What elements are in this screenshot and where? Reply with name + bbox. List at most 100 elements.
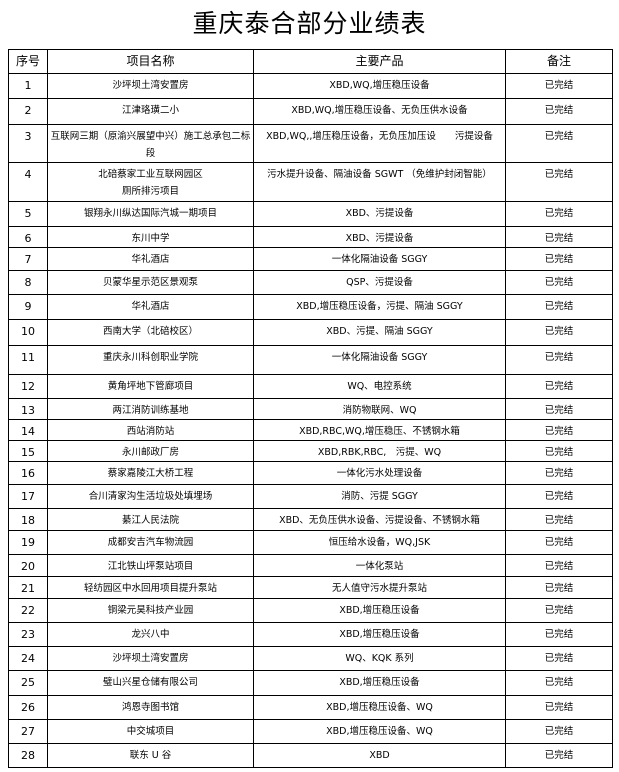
main-products: XBD,RBC,WQ,增压稳压、不锈钢水箱 [253, 419, 506, 441]
main-products: XBD,增压稳压设备、WQ [253, 695, 506, 720]
row-number: 26 [8, 695, 48, 720]
table-row: 2 江津珞璜二小 XBD,WQ,增压稳压设备、无负压供水设备 已完结 [8, 98, 613, 125]
table-row: 16 蔡家嘉陵江大桥工程 一体化污水处理设备 已完结 [8, 461, 613, 485]
status-note: 已完结 [505, 530, 613, 555]
performance-table: 序号 项目名称 主要产品 备注 1 沙坪坝土湾安置房 XBD,WQ,增压稳压设备 已完… [8, 49, 613, 768]
project-name: 沙坪坝土湾安置房 [47, 646, 254, 671]
status-note: 已完结 [505, 247, 613, 271]
status-note: 已完结 [505, 743, 613, 768]
row-number: 19 [8, 530, 48, 555]
main-products: QSP、污提设备 [253, 270, 506, 295]
table-row: 22 铜梁元昊科技产业园 XBD,增压稳压设备 已完结 [8, 598, 613, 623]
main-products: WQ、KQK 系列 [253, 646, 506, 671]
project-name: 中交城项目 [47, 719, 254, 744]
project-name: 北碚蔡家工业互联网园区 厕所排污项目 [47, 162, 254, 202]
main-products: XBD,增压稳压设备，污提、隔油 SGGY [253, 294, 506, 320]
status-note: 已完结 [505, 719, 613, 744]
project-name: 两江消防训练基地 [47, 398, 254, 420]
project-name: 綦江人民法院 [47, 508, 254, 531]
table-row: 20 江北铁山坪泵站项目 一体化泵站 已完结 [8, 554, 613, 577]
row-number: 22 [8, 598, 48, 623]
table-header-row: 序号 项目名称 主要产品 备注 [8, 49, 613, 74]
status-note: 已完结 [505, 461, 613, 485]
table-row: 26 鸿恩寺图书馆 XBD,增压稳压设备、WQ 已完结 [8, 695, 613, 720]
row-number: 25 [8, 670, 48, 696]
status-note: 已完结 [505, 294, 613, 320]
status-note: 已完结 [505, 598, 613, 623]
table-row: 23 龙兴八中 XBD,增压稳压设备 已完结 [8, 622, 613, 647]
project-name: 永川邮政厂房 [47, 440, 254, 462]
row-number: 12 [8, 374, 48, 399]
row-number: 4 [8, 162, 48, 202]
table-row: 28 联东 U 谷 XBD 已完结 [8, 743, 613, 768]
row-number: 27 [8, 719, 48, 744]
status-note: 已完结 [505, 270, 613, 295]
status-note: 已完结 [505, 124, 613, 163]
row-number: 9 [8, 294, 48, 320]
main-products: 一体化隔油设备 SGGY [253, 247, 506, 271]
main-products: XBD,增压稳压设备、WQ [253, 719, 506, 744]
table-row: 24 沙坪坝土湾安置房 WQ、KQK 系列 已完结 [8, 646, 613, 671]
main-products: XBD,WQ,增压稳压设备 [253, 73, 506, 99]
project-name: 重庆永川科创职业学院 [47, 345, 254, 375]
status-note: 已完结 [505, 98, 613, 125]
main-products: 一体化污水处理设备 [253, 461, 506, 485]
project-name: 铜梁元昊科技产业园 [47, 598, 254, 623]
row-number: 18 [8, 508, 48, 531]
page-title: 重庆泰合部分业绩表 [192, 9, 427, 38]
row-number: 1 [8, 73, 48, 99]
table-row: 27 中交城项目 XBD,增压稳压设备、WQ 已完结 [8, 719, 613, 744]
project-name: 黄角坪地下管廊项目 [47, 374, 254, 399]
main-products: 消防物联网、WQ [253, 398, 506, 420]
project-name: 江北铁山坪泵站项目 [47, 554, 254, 577]
main-products: 恒压给水设备，WQ,JSK [253, 530, 506, 555]
row-number: 17 [8, 484, 48, 509]
row-number: 5 [8, 201, 48, 227]
table-row: 10 西南大学（北碚校区） XBD、污提、隔油 SGGY 已完结 [8, 319, 613, 346]
main-products: 消防、污提 SGGY [253, 484, 506, 509]
table-row: 8 贝蒙华星示范区景观泵 QSP、污提设备 已完结 [8, 270, 613, 295]
table-row: 25 璧山兴星仓储有限公司 XBD,增压稳压设备 已完结 [8, 670, 613, 696]
status-note: 已完结 [505, 440, 613, 462]
project-name: 合川清家沟生活垃圾处填埋场 [47, 484, 254, 509]
row-number: 7 [8, 247, 48, 271]
table-row: 14 西站消防站 XBD,RBC,WQ,增压稳压、不锈钢水箱 已完结 [8, 419, 613, 441]
status-note: 已完结 [505, 419, 613, 441]
status-note: 已完结 [505, 73, 613, 99]
project-name: 西南大学（北碚校区） [47, 319, 254, 346]
row-number: 2 [8, 98, 48, 125]
project-name: 江津珞璜二小 [47, 98, 254, 125]
main-products: XBD、无负压供水设备、污提设备、不锈钢水箱 [253, 508, 506, 531]
row-number: 28 [8, 743, 48, 768]
status-note: 已完结 [505, 345, 613, 375]
row-number: 24 [8, 646, 48, 671]
project-name: 互联网三期（原渝兴展望中兴）施工总承包二标段 [47, 124, 254, 163]
main-products: XBD、污提设备 [253, 201, 506, 227]
table-row: 19 成都安吉汽车物流园 恒压给水设备，WQ,JSK 已完结 [8, 530, 613, 555]
row-number: 8 [8, 270, 48, 295]
table-row: 9 华礼酒店 XBD,增压稳压设备，污提、隔油 SGGY 已完结 [8, 294, 613, 320]
row-number: 10 [8, 319, 48, 346]
status-note: 已完结 [505, 484, 613, 509]
status-note: 已完结 [505, 646, 613, 671]
status-note: 已完结 [505, 319, 613, 346]
project-name: 沙坪坝土湾安置房 [47, 73, 254, 99]
status-note: 已完结 [505, 162, 613, 202]
project-name: 贝蒙华星示范区景观泵 [47, 270, 254, 295]
project-name: 银翔永川纵达国际汽城一期项目 [47, 201, 254, 227]
project-name: 西站消防站 [47, 419, 254, 441]
header-project-name: 项目名称 [47, 49, 254, 74]
project-name: 龙兴八中 [47, 622, 254, 647]
main-products: WQ、电控系统 [253, 374, 506, 399]
row-number: 21 [8, 576, 48, 599]
main-products: XBD,RBK,RBC, 污提、WQ [253, 440, 506, 462]
table-row: 4 北碚蔡家工业互联网园区 厕所排污项目 污水提升设备、隔油设备 SGWT （免维护… [8, 162, 613, 202]
main-products: XBD,WQ,增压稳压设备、无负压供水设备 [253, 98, 506, 125]
table-row: 15 永川邮政厂房 XBD,RBK,RBC, 污提、WQ 已完结 [8, 440, 613, 462]
project-name: 华礼酒店 [47, 294, 254, 320]
status-note: 已完结 [505, 374, 613, 399]
row-number: 13 [8, 398, 48, 420]
table-row: 13 两江消防训练基地 消防物联网、WQ 已完结 [8, 398, 613, 420]
main-products: XBD,增压稳压设备 [253, 622, 506, 647]
project-name: 轻纺园区中水回用项目提升泵站 [47, 576, 254, 599]
